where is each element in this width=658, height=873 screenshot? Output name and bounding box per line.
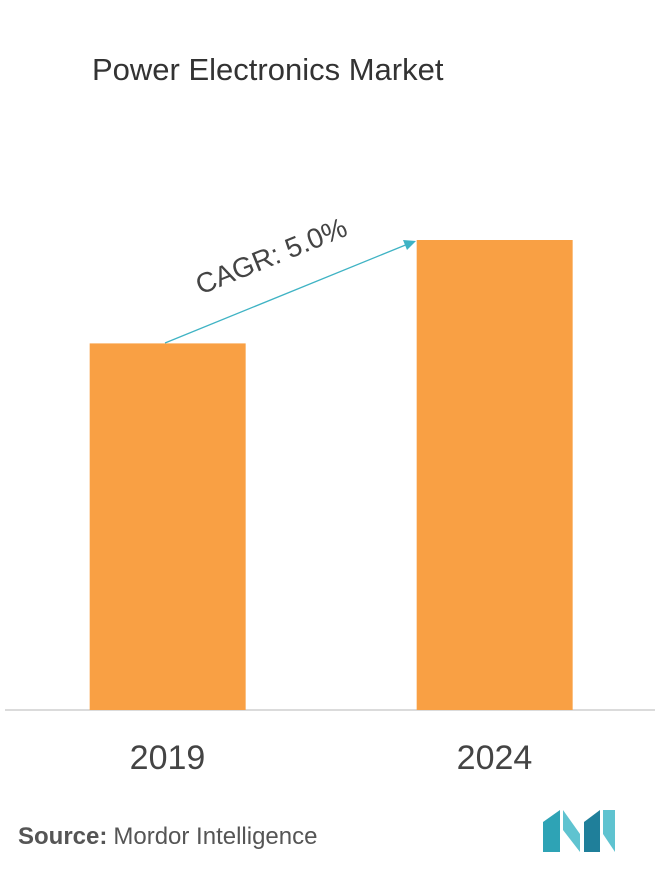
- cagr-annotation: CAGR: 5.0%: [191, 212, 351, 301]
- bar: [89, 343, 246, 710]
- source-label: Source:: [18, 823, 107, 850]
- x-tick-label: 2019: [130, 739, 206, 777]
- cagr-arrow: [164, 240, 416, 344]
- source-name: Mordor Intelligence: [113, 823, 317, 850]
- logo: [543, 810, 615, 852]
- chart-title: Power Electronics Market: [92, 52, 444, 87]
- x-tick-label: 2024: [457, 739, 533, 777]
- source: Source: Mordor Intelligence: [18, 823, 317, 850]
- bar: [416, 240, 573, 710]
